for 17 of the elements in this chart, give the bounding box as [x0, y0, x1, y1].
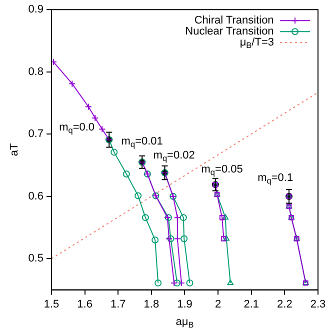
x-tick-label: 2 [214, 298, 222, 310]
x-tick-label: 2.1 [244, 298, 260, 310]
x-tick-label: 1.8 [144, 298, 160, 310]
legend-label: Chiral Transition [194, 14, 274, 27]
x-tick-label: 2.2 [277, 298, 292, 310]
y-tick-label: 0.9 [28, 4, 44, 16]
y-tick-label: 0.7 [28, 128, 44, 140]
x-tick-label: 1.9 [177, 298, 192, 310]
x-tick-label: 2.3 [310, 298, 326, 310]
legend-label: Nuclear Transition [185, 26, 274, 38]
y-tick-label: 0.5 [28, 252, 44, 265]
x-tick-label: 1.6 [77, 298, 92, 310]
x-tick-label: 1.5 [44, 298, 60, 310]
y-tick-label: 0.8 [28, 66, 44, 78]
y-tick-label: 0.6 [28, 190, 44, 202]
x-tick-label: 1.7 [110, 298, 126, 310]
y-axis-title: aT [8, 143, 21, 156]
